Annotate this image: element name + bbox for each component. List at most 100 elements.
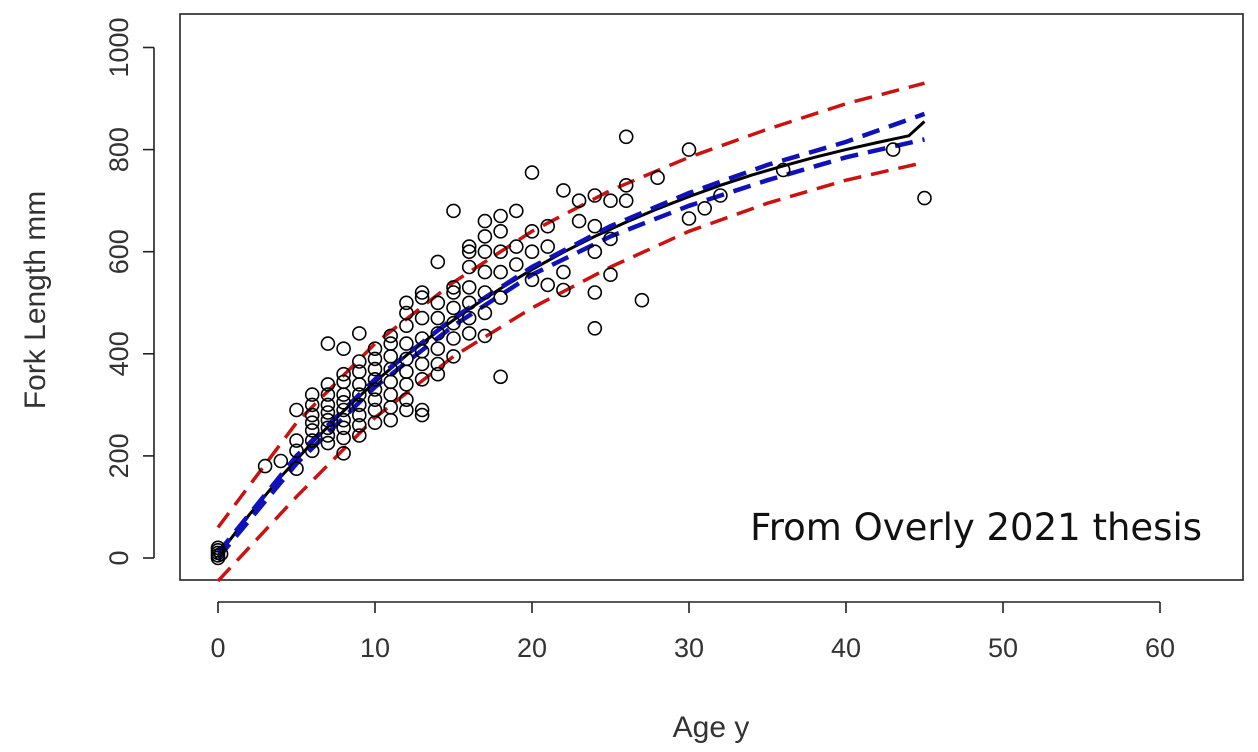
data-point — [414, 402, 430, 418]
data-point — [446, 300, 461, 316]
data-point — [587, 320, 603, 336]
data-point — [461, 310, 477, 326]
data-point — [430, 341, 446, 357]
data-point — [493, 224, 508, 239]
data-point — [320, 420, 336, 436]
source-annotation: From Overly 2021 thesis — [750, 506, 1202, 549]
data-point — [383, 349, 399, 364]
data-point — [461, 295, 477, 311]
data-point — [508, 257, 524, 272]
data-point — [289, 402, 304, 418]
data-point — [493, 290, 508, 305]
data-point — [603, 267, 618, 283]
data-point — [477, 285, 493, 300]
data-point — [336, 374, 351, 390]
data-point — [320, 387, 336, 402]
data-point — [681, 142, 697, 157]
data-point — [556, 264, 571, 280]
data-point — [634, 292, 650, 308]
y-tick-label: 600 — [104, 229, 134, 274]
data-point — [477, 244, 493, 259]
plot-frame — [179, 13, 1244, 581]
data-point — [336, 445, 351, 461]
y-tick-label: 800 — [104, 127, 134, 172]
data-point — [351, 397, 367, 413]
data-point — [524, 165, 540, 180]
data-point — [430, 254, 446, 270]
data-point — [304, 415, 320, 431]
y-axis-title: Fork Length mm — [19, 191, 52, 409]
data-point — [304, 433, 320, 448]
data-point — [414, 310, 430, 326]
data-point — [304, 423, 320, 438]
data-point — [289, 433, 304, 448]
data-point — [461, 280, 477, 295]
data-point — [304, 443, 320, 459]
data-point — [414, 331, 430, 346]
data-point — [571, 213, 587, 229]
data-point — [524, 244, 540, 259]
data-point — [461, 259, 477, 275]
data-point — [383, 336, 399, 351]
data-point — [320, 405, 336, 420]
data-point — [430, 295, 446, 311]
data-point — [493, 369, 508, 385]
data-point — [399, 295, 414, 311]
data-point — [414, 371, 430, 387]
data-point — [571, 193, 587, 208]
data-point — [289, 443, 304, 459]
data-point — [477, 328, 493, 344]
data-point — [414, 356, 430, 372]
data-point — [213, 546, 229, 562]
data-point — [289, 461, 304, 477]
x-tick-label: 0 — [210, 633, 225, 663]
data-point — [336, 387, 351, 402]
data-point — [351, 377, 367, 392]
data-point — [257, 458, 273, 474]
data-point — [524, 224, 540, 239]
data-point — [697, 201, 713, 216]
y-tick-label: 0 — [104, 550, 134, 565]
data-point — [618, 178, 634, 193]
data-point — [461, 244, 477, 259]
data-point — [336, 430, 351, 446]
data-point — [493, 264, 508, 280]
data-point — [430, 356, 446, 372]
data-point — [587, 218, 603, 234]
data-point — [618, 193, 634, 208]
data-point — [446, 203, 461, 219]
data-point — [430, 310, 446, 326]
data-point — [320, 336, 336, 351]
data-point — [367, 382, 383, 397]
data-point — [477, 229, 493, 244]
x-axis-title: Age y — [673, 711, 750, 744]
x-tick-label: 10 — [360, 633, 390, 663]
data-point — [493, 244, 508, 259]
data-point — [540, 239, 556, 254]
data-point — [885, 142, 901, 157]
data-point — [351, 326, 367, 341]
data-point — [367, 371, 383, 387]
data-point — [446, 315, 461, 331]
data-point — [446, 285, 461, 300]
y-tick-label: 400 — [104, 331, 134, 376]
data-point — [430, 326, 446, 341]
data-point — [383, 412, 399, 428]
data-point — [917, 190, 932, 206]
data-point — [540, 218, 556, 234]
data-point — [351, 407, 367, 423]
data-point — [477, 264, 493, 280]
data-point — [383, 328, 399, 344]
data-point — [351, 364, 367, 380]
data-point — [383, 387, 399, 402]
data-point — [351, 428, 367, 443]
series-line-4 — [216, 160, 925, 583]
data-point — [367, 361, 383, 377]
data-point — [336, 366, 351, 382]
data-point — [446, 349, 461, 364]
data-point — [508, 239, 524, 254]
data-point — [587, 285, 603, 300]
data-point — [603, 193, 618, 208]
